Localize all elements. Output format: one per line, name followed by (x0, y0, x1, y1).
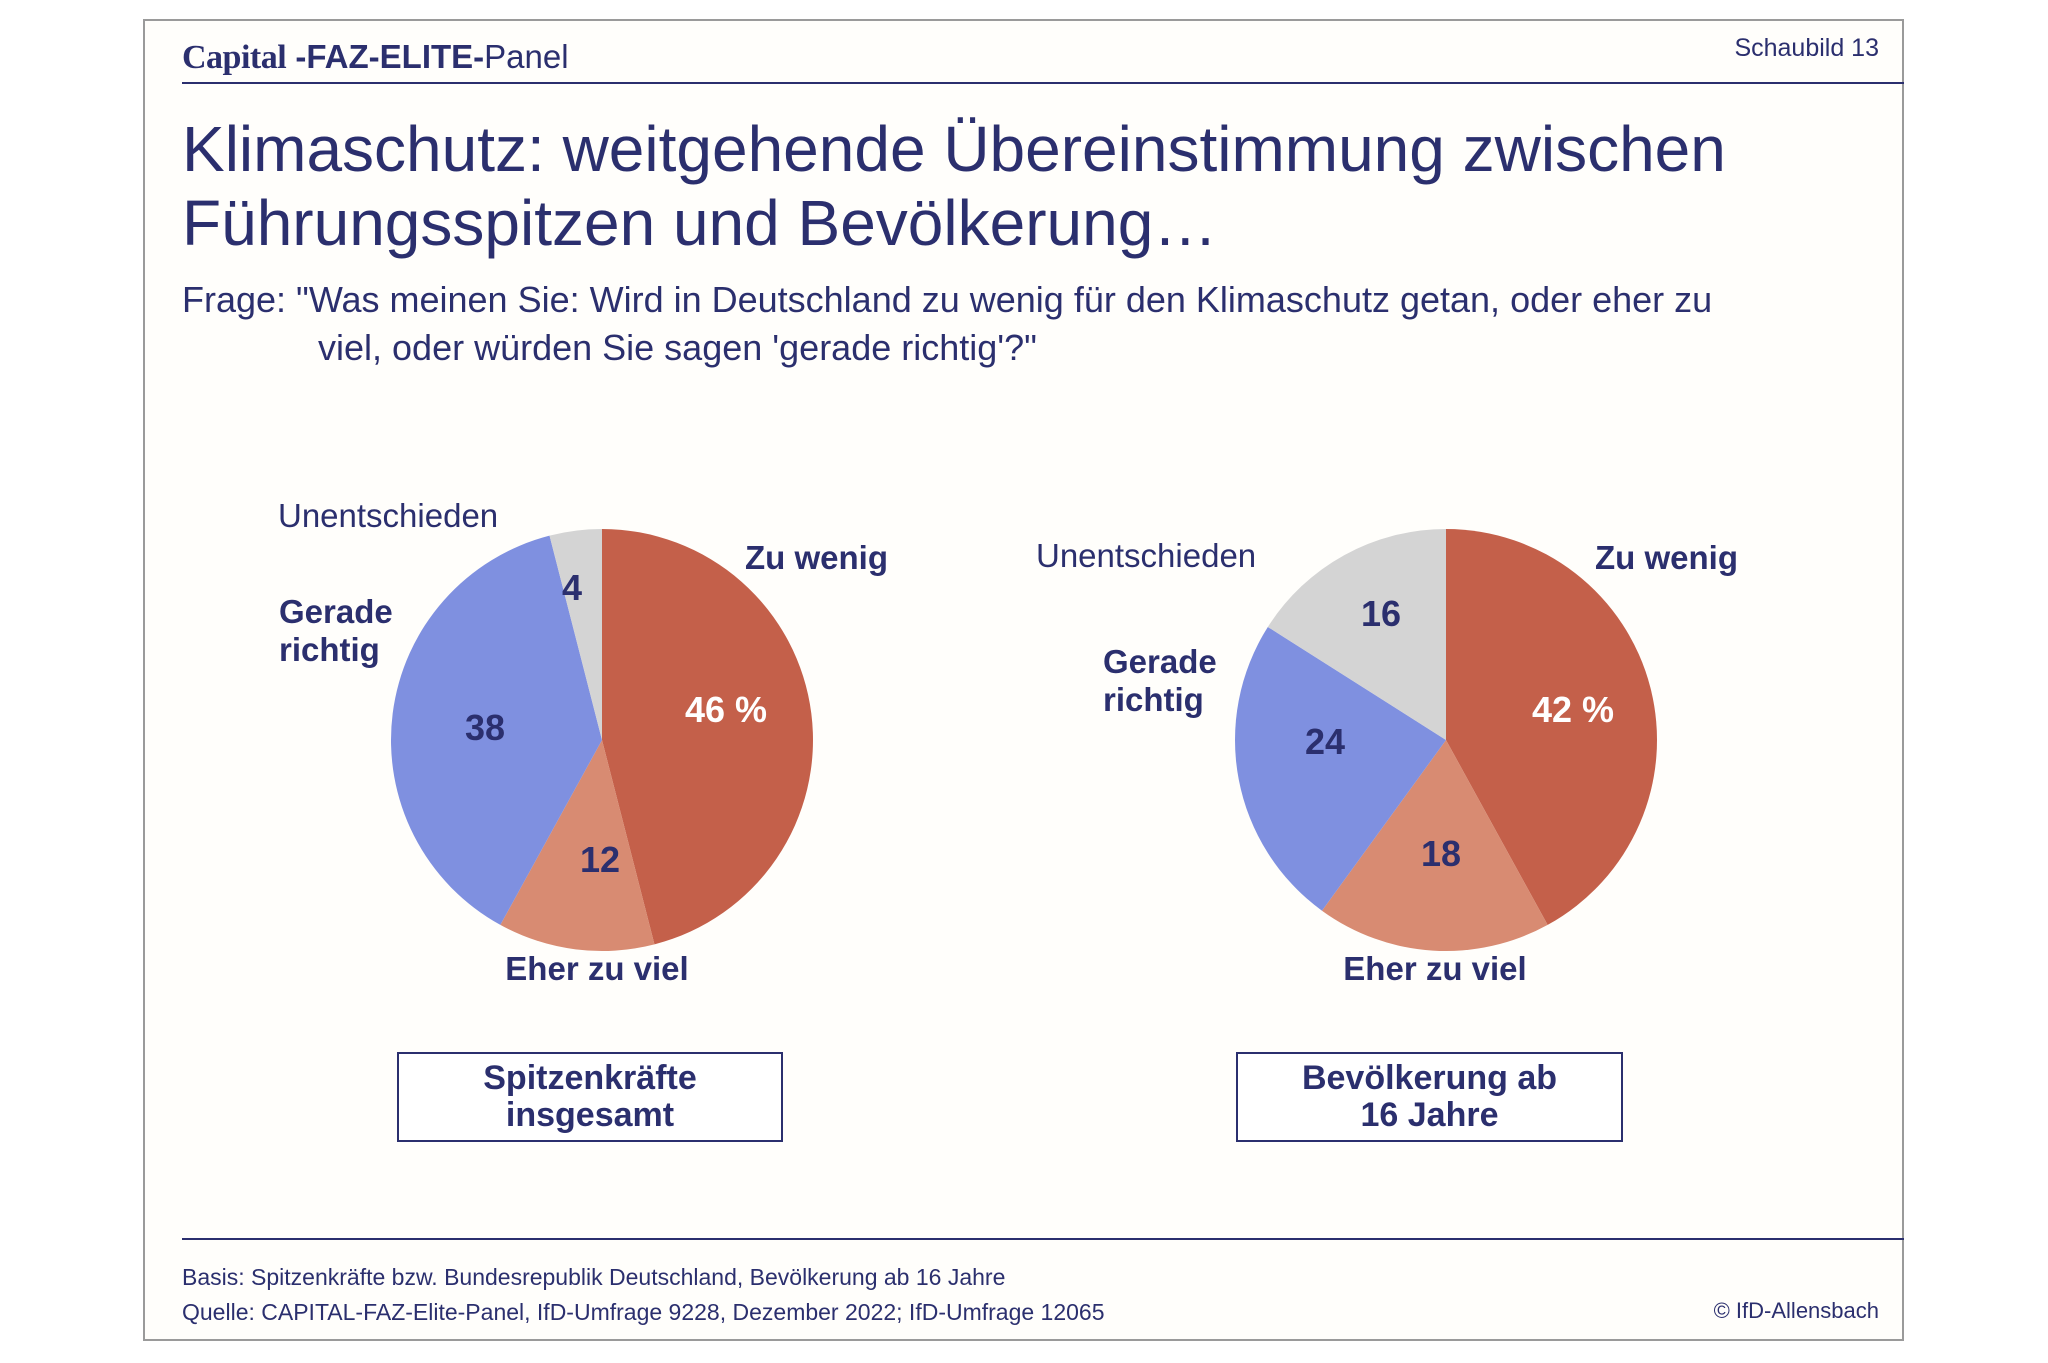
chart-1-caption: Spitzenkräfte insgesamt (397, 1052, 783, 1142)
data-label-gerade-richtig: 38 (465, 707, 505, 748)
brand-capital: Capital (182, 39, 287, 76)
category-label-gerade-richtig: Gerade richtig (1103, 643, 1217, 718)
pie-slice-zu-wenig (602, 529, 813, 945)
pie-slice-gerade-richtig (391, 535, 602, 925)
footer-source: Quelle: CAPITAL-FAZ-Elite-Panel, IfD-Umf… (182, 1299, 1105, 1325)
brand-logo: Capital -FAZ-ELITE-Panel (182, 38, 569, 77)
footer-notes: Basis: Spitzenkräfte bzw. Bundesrepublik… (182, 1260, 1105, 1330)
category-label-unentschieden: Unentschieden (278, 497, 498, 534)
chart-title: Klimaschutz: weitgehende Übereinstimmung… (182, 112, 1902, 260)
title-line-1: Klimaschutz: weitgehende Übereinstimmung… (182, 113, 1726, 185)
data-label-zu-wenig: 42 % (1532, 689, 1614, 730)
chart-1-caption-line-2: insgesamt (505, 1096, 675, 1134)
pie-slice-unentschieden (1267, 529, 1446, 740)
pie-chart-2: 42 % 18 24 16 Zu wenig Eher zu viel Gerade rich… (1036, 529, 1738, 987)
category-label-zu-wenig: Zu wenig (745, 539, 888, 576)
chart-2-caption-line-2: 16 Jahre (1360, 1096, 1499, 1134)
question-line-1: Frage: "Was meinen Sie: Wird in Deutschl… (182, 279, 1713, 320)
category-label-eher-zu-viel: Eher zu viel (1343, 950, 1526, 987)
chart-1-caption-line-1: Spitzenkräfte (483, 1059, 697, 1097)
pie-slice-eher-zu-viel (1321, 740, 1548, 951)
brand-panel: Panel (484, 38, 569, 75)
survey-question: Frage: "Was meinen Sie: Wird in Deutschl… (182, 276, 1882, 372)
copyright: © IfD-Allensbach (1713, 1298, 1879, 1323)
slide-number: Schaubild 13 (1734, 34, 1879, 62)
brand-faz-elite: -FAZ-ELITE- (295, 38, 485, 75)
footer-basis: Basis: Spitzenkräfte bzw. Bundesrepublik… (182, 1264, 1006, 1290)
pie-chart-1: 46 % 12 38 4 Zu wenig Eher zu viel Gerade richt… (278, 497, 888, 987)
data-label-eher-zu-viel: 18 (1421, 833, 1461, 874)
pie-slice-gerade-richtig (1235, 626, 1446, 911)
data-label-unentschieden: 4 (562, 567, 582, 608)
data-label-zu-wenig: 46 % (685, 689, 767, 730)
category-label-eher-zu-viel: Eher zu viel (505, 950, 688, 987)
chart-2-caption: Bevölkerung ab 16 Jahre (1236, 1052, 1623, 1142)
category-label-zu-wenig: Zu wenig (1595, 539, 1738, 576)
category-label-unentschieden: Unentschieden (1036, 537, 1256, 574)
footer-rule (182, 1238, 1904, 1240)
pie-slice-unentschieden (549, 529, 602, 740)
category-label-gerade-richtig: Gerade richtig (279, 593, 393, 668)
pie-slice-zu-wenig (1446, 529, 1657, 925)
title-line-2: Führungsspitzen und Bevölkerung… (182, 187, 1218, 259)
pie-slice-eher-zu-viel (500, 740, 655, 951)
data-label-unentschieden: 16 (1361, 593, 1401, 634)
question-line-2: viel, oder würden Sie sagen 'gerade rich… (318, 327, 1037, 368)
chart-2-caption-line-1: Bevölkerung ab (1301, 1059, 1558, 1097)
data-label-gerade-richtig: 24 (1305, 721, 1345, 762)
header-rule (182, 82, 1904, 84)
data-label-eher-zu-viel: 12 (580, 839, 620, 880)
